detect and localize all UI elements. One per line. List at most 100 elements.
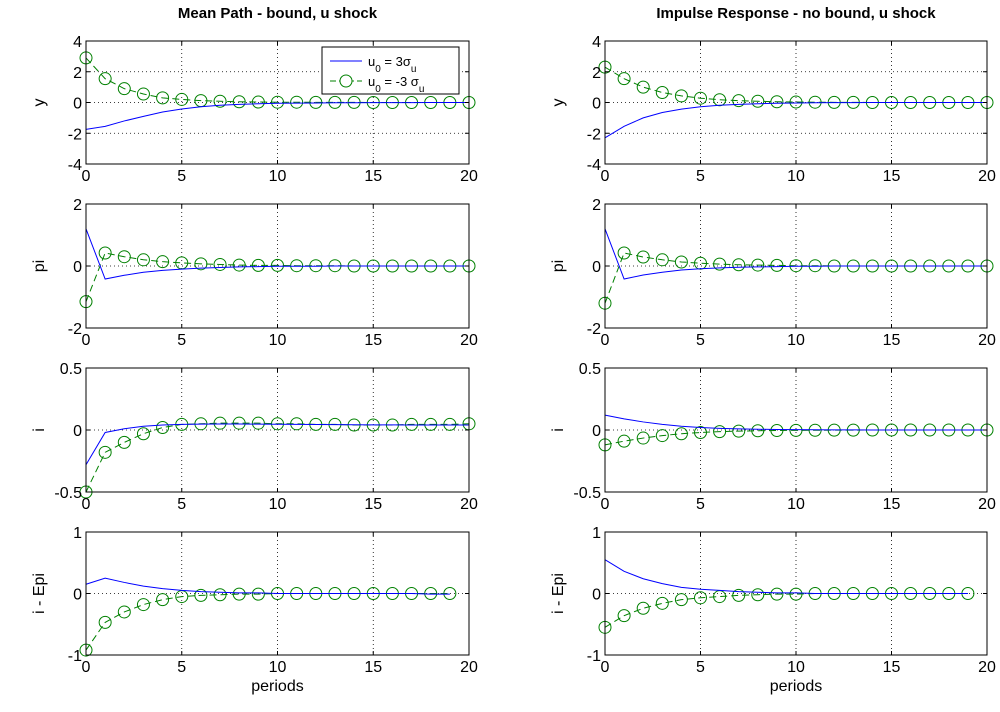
data-point-neg-shock <box>290 259 304 273</box>
data-point-neg-shock <box>232 258 246 272</box>
data-point-neg-shock <box>770 95 784 109</box>
x-tick-label: 15 <box>883 659 901 676</box>
legend-label-part: u <box>419 84 425 95</box>
data-point-neg-shock <box>808 95 822 109</box>
data-point-neg-shock <box>251 416 265 430</box>
data-point-neg-shock <box>175 92 189 106</box>
series-line-pos-shock <box>604 102 987 139</box>
y-axis-label: i - Epi <box>550 573 567 614</box>
data-point-neg-shock <box>136 253 150 267</box>
data-point-neg-shock <box>713 425 727 439</box>
data-point-neg-shock <box>213 416 227 430</box>
x-tick-label: 0 <box>601 332 610 349</box>
data-point-neg-shock <box>271 258 284 272</box>
y-tick-label: 2 <box>592 65 601 82</box>
data-point-neg-shock <box>405 417 419 431</box>
data-point-neg-shock <box>674 593 688 607</box>
x-tick-label: 0 <box>601 659 610 676</box>
data-point-neg-shock <box>156 91 170 105</box>
data-point-neg-shock <box>290 417 304 431</box>
data-point-neg-shock <box>271 95 284 109</box>
y-tick-label: 0 <box>73 423 82 440</box>
data-point-neg-shock <box>789 423 803 437</box>
y-tick-label: -4 <box>587 157 601 174</box>
legend-label-part: = 3σ <box>381 54 411 69</box>
data-point-neg-shock <box>732 94 746 108</box>
x-tick-label: 0 <box>601 496 610 513</box>
x-tick-label: 20 <box>460 332 478 349</box>
y-axis-label: y <box>550 99 567 107</box>
data-point-neg-shock <box>732 424 746 438</box>
data-point-neg-shock <box>136 87 150 101</box>
x-tick-label: 10 <box>787 496 805 513</box>
legend-label: u0 = 3σu <box>368 54 416 75</box>
y-tick-label: 4 <box>592 34 601 51</box>
data-point-neg-shock <box>136 598 150 612</box>
data-point-neg-shock <box>251 587 265 601</box>
y-tick-label: 0.5 <box>579 361 601 378</box>
y-tick-label: -2 <box>587 321 601 338</box>
legend-label: u0 = -3 σu <box>368 74 424 95</box>
legend-marker-neg-shock <box>339 74 353 88</box>
y-axis-label: i <box>550 428 567 432</box>
y-tick-label: 0 <box>592 96 601 113</box>
x-tick-label: 5 <box>696 168 705 185</box>
data-point-neg-shock <box>117 250 131 264</box>
x-tick-label: 10 <box>787 168 805 185</box>
x-tick-label: 5 <box>696 332 705 349</box>
chart-title: Impulse Response - no bound, u shock <box>656 5 936 22</box>
legend-label-part: u <box>368 54 375 69</box>
series-line-pos-shock <box>85 577 450 595</box>
series-line-pos-shock <box>85 228 469 280</box>
legend-label-part: = -3 σ <box>381 74 419 89</box>
x-tick-label: 20 <box>978 332 996 349</box>
data-point-neg-shock <box>232 95 246 109</box>
data-point-neg-shock <box>636 250 650 264</box>
series-line-pos-shock <box>85 423 469 465</box>
data-point-neg-shock <box>617 609 631 623</box>
data-point-neg-shock <box>117 82 131 96</box>
y-tick-label: 2 <box>73 197 82 214</box>
y-tick-label: 0 <box>73 96 82 113</box>
data-point-neg-shock <box>98 615 112 629</box>
y-tick-label: 0 <box>592 423 601 440</box>
x-tick-label: 0 <box>82 496 91 513</box>
x-tick-label: 10 <box>269 332 287 349</box>
data-point-neg-shock <box>617 434 631 448</box>
data-point-neg-shock <box>290 95 304 109</box>
data-point-neg-shock <box>98 72 112 86</box>
x-tick-label: 5 <box>696 496 705 513</box>
y-tick-label: 0.5 <box>60 361 82 378</box>
y-axis-label: i <box>31 428 48 432</box>
subplot-5: 0 5 10 15 20-0.500.5i <box>31 361 478 513</box>
x-tick-label: 20 <box>460 168 478 185</box>
data-point-neg-shock <box>751 424 765 438</box>
series-line-pos-shock <box>85 102 469 130</box>
y-tick-label: 2 <box>73 65 82 82</box>
data-point-neg-shock <box>617 72 631 86</box>
y-tick-label: 1 <box>73 525 82 542</box>
y-tick-label: -4 <box>68 157 82 174</box>
legend-label-part: 0 <box>375 84 381 95</box>
x-tick-label: 5 <box>696 659 705 676</box>
data-point-neg-shock <box>655 86 669 100</box>
x-tick-label: 20 <box>978 496 996 513</box>
legend-label-part: u <box>411 64 417 75</box>
y-axis-label: pi <box>550 260 567 272</box>
legend-label-part: u <box>368 74 375 89</box>
data-point-neg-shock <box>636 80 650 94</box>
x-tick-label: 15 <box>364 496 382 513</box>
data-point-neg-shock <box>674 89 688 103</box>
y-axis-label: i - Epi <box>31 573 48 614</box>
data-point-neg-shock <box>636 431 650 445</box>
data-point-neg-shock <box>770 423 784 437</box>
y-axis-label: pi <box>31 260 48 272</box>
data-point-neg-shock <box>232 416 246 430</box>
x-tick-label: 20 <box>978 168 996 185</box>
subplot-6: 0 5 10 15 20-0.500.5i <box>550 361 996 513</box>
x-tick-label: 0 <box>82 332 91 349</box>
